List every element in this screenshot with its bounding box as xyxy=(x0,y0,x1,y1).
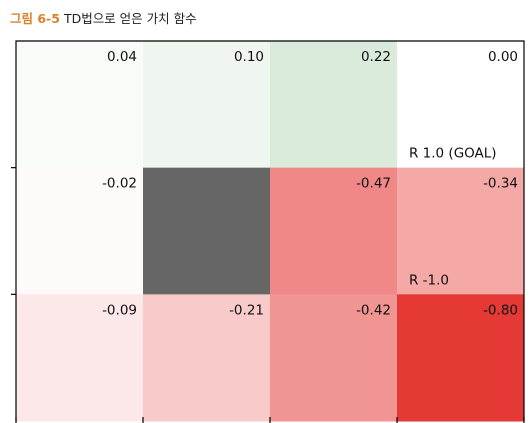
cell-value-label: -0.21 xyxy=(229,302,264,318)
heatmap-cell xyxy=(397,41,525,169)
cell-value-label: -0.09 xyxy=(102,302,137,318)
heatmap-cell xyxy=(270,41,398,169)
cell-value-label: -0.80 xyxy=(483,302,518,318)
cell-value-label: -0.34 xyxy=(483,176,518,192)
cell-value-label: -0.47 xyxy=(356,176,391,192)
figure-title: TD법으로 얻은 가치 함수 xyxy=(63,11,197,26)
cell-value-label: -0.42 xyxy=(356,302,391,318)
heatmap-cell xyxy=(270,294,398,422)
heatmap-cell xyxy=(16,167,144,295)
plot-frame xyxy=(15,40,525,421)
cell-value-label: -0.02 xyxy=(102,176,137,192)
heatmap-cell xyxy=(397,294,525,422)
heatmap-cell xyxy=(143,41,271,169)
figure-number: 그림 6-5 xyxy=(10,11,60,26)
cell-value-label: 0.10 xyxy=(234,49,264,65)
cell-value-label: 0.00 xyxy=(488,49,518,65)
reward-label: R 1.0 (GOAL) xyxy=(409,146,497,162)
heatmap-cell xyxy=(16,41,144,169)
cell-value-label: 0.04 xyxy=(107,49,137,65)
wall-cell xyxy=(143,167,271,295)
heatmap-cell xyxy=(270,167,398,295)
heatmap-cell xyxy=(16,294,144,422)
figure-caption: 그림 6-5 TD법으로 얻은 가치 함수 xyxy=(10,8,197,27)
heatmap-cell xyxy=(397,167,525,295)
reward-label: R -1.0 xyxy=(409,272,449,288)
heatmap-cell xyxy=(143,294,271,422)
cell-value-label: 0.22 xyxy=(361,49,391,65)
